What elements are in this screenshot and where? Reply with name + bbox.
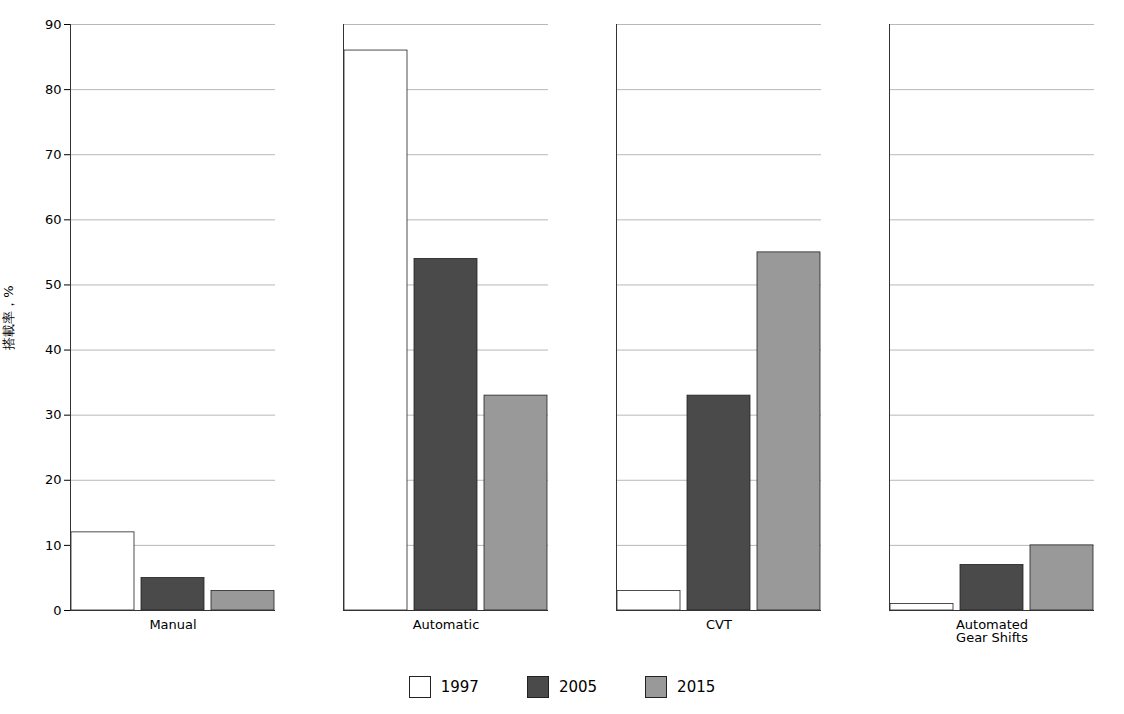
svg-text:30: 30: [45, 407, 62, 422]
svg-text:AutomatedGear Shifts: AutomatedGear Shifts: [956, 617, 1028, 645]
html-text:1997: 1997: [440, 678, 479, 696]
svg-text:80: 80: [45, 82, 62, 97]
svg-text:Automatic: Automatic: [413, 617, 480, 632]
svg-text:50: 50: [45, 277, 62, 292]
svg-text:40: 40: [45, 342, 62, 357]
svg-text:CVT: CVT: [706, 617, 732, 632]
svg-text:70: 70: [45, 147, 62, 162]
svg-text:10: 10: [45, 538, 62, 553]
svg-text:20: 20: [45, 472, 62, 487]
svg-text:0: 0: [53, 603, 61, 618]
html-text:2005: 2005: [558, 678, 598, 696]
svg-text:搭載率，%: 搭載率，%: [1, 285, 16, 349]
svg-text:60: 60: [45, 212, 62, 227]
html-text:2015: 2015: [677, 678, 716, 696]
svg-text:Manual: Manual: [149, 617, 196, 632]
svg-text:90: 90: [45, 17, 62, 32]
